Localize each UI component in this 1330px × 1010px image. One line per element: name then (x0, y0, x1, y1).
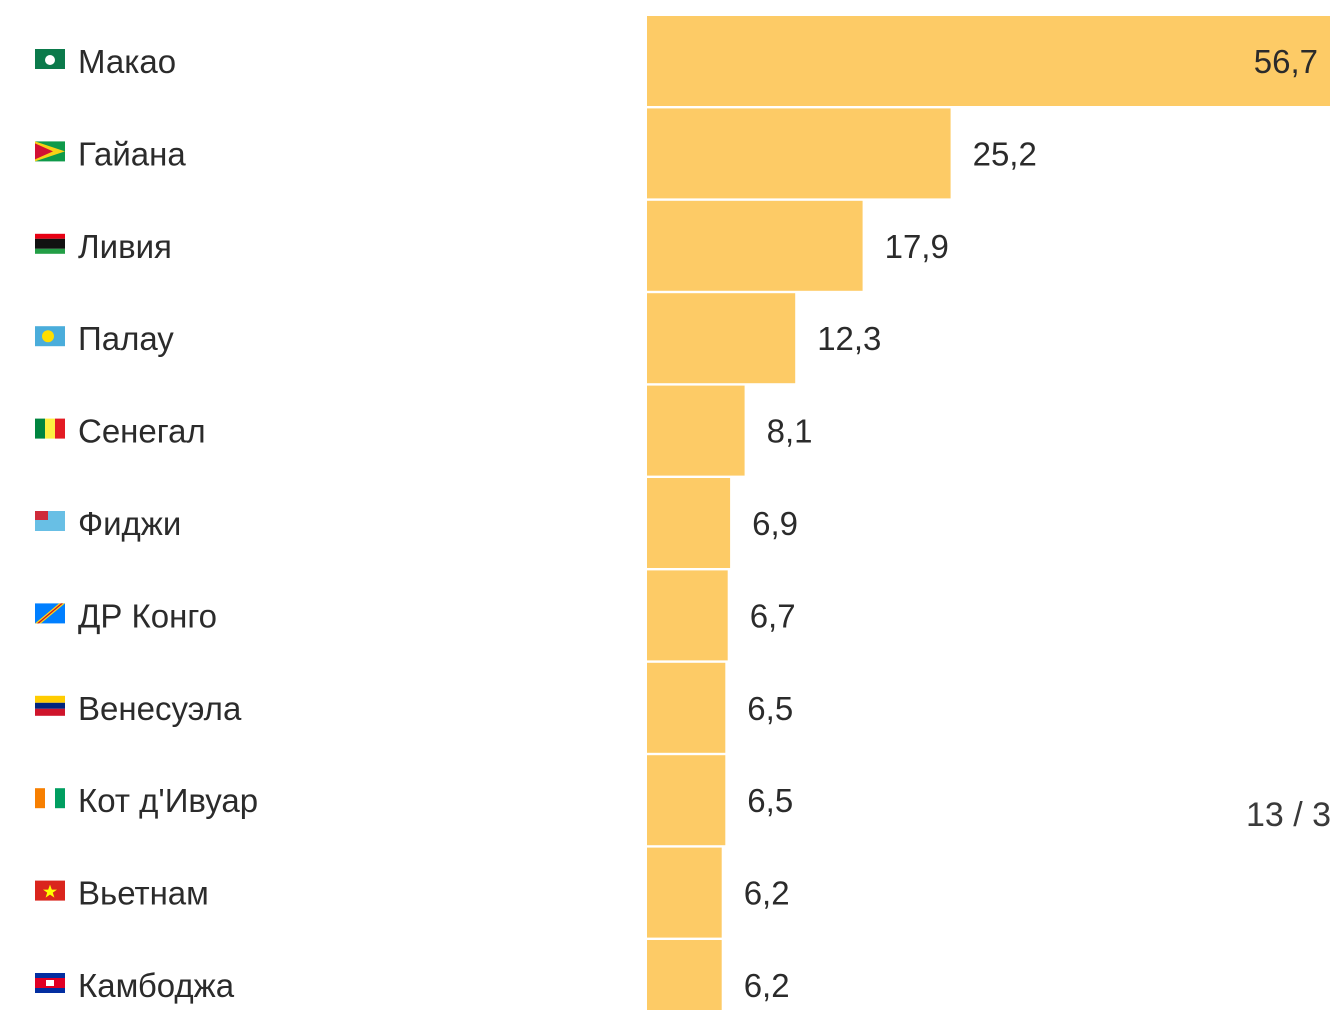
bar (647, 478, 731, 568)
category-label: Палау (78, 320, 174, 357)
category-label: Сенегал (78, 413, 206, 450)
bar-row: Макао 56,7 (35, 16, 1330, 106)
bar-row: ДР Конго 6,7 (35, 570, 796, 661)
category-label: Камбоджа (78, 967, 235, 1004)
dr-congo-flag-icon (35, 603, 65, 624)
ivory-coast-flag-icon (35, 788, 65, 809)
bar-row: Палау 12,3 (35, 293, 881, 384)
bar-row: Кот д'Ивуар 6,5 (35, 755, 793, 846)
page-indicator: 13 / 3 (1246, 796, 1330, 834)
bar-row: Фиджи 6,9 (35, 478, 798, 568)
value-label: 6,9 (752, 505, 798, 542)
value-label: 6,2 (744, 875, 790, 912)
value-label: 56,7 (1254, 43, 1318, 80)
libya-flag-icon (35, 233, 65, 254)
bar-row: Вьетнам 6,2 (35, 847, 790, 938)
bar (647, 847, 722, 938)
palau-flag-icon (35, 326, 65, 347)
vietnam-flag-icon (35, 880, 65, 901)
bar-row: Сенегал 8,1 (35, 385, 813, 476)
bar-row: Камбоджа 6,2 (35, 940, 790, 1010)
category-label: Вьетнам (78, 875, 209, 912)
guyana-flag-icon (35, 141, 65, 162)
category-label: Фиджи (78, 505, 181, 542)
bar (647, 200, 863, 291)
category-label: ДР Конго (78, 597, 217, 634)
category-label: Макао (78, 43, 176, 80)
bar (647, 662, 726, 753)
venezuela-flag-icon (35, 695, 65, 716)
senegal-flag-icon (35, 418, 65, 439)
bar (647, 293, 796, 384)
value-label: 6,5 (747, 690, 793, 727)
value-label: 17,9 (885, 228, 949, 265)
category-label: Ливия (78, 228, 172, 265)
bar-row: Венесуэла 6,5 (35, 662, 793, 753)
macau-flag-icon (35, 49, 65, 69)
value-label: 6,2 (744, 967, 790, 1004)
category-label: Гайана (78, 135, 186, 172)
cambodia-flag-icon (35, 973, 65, 993)
bar (647, 755, 726, 846)
bar (647, 570, 728, 661)
value-label: 25,2 (973, 135, 1037, 172)
value-label: 6,7 (750, 597, 796, 634)
bar (647, 385, 745, 476)
value-label: 8,1 (767, 413, 813, 450)
value-label: 12,3 (817, 320, 881, 357)
category-label: Венесуэла (78, 690, 242, 727)
bar (647, 108, 951, 199)
category-label: Кот д'Ивуар (78, 782, 258, 819)
bar-row: Гайана 25,2 (35, 108, 1037, 199)
bar (647, 16, 1330, 106)
value-label: 6,5 (747, 782, 793, 819)
bar-row: Ливия 17,9 (35, 200, 949, 291)
bar (647, 940, 722, 1010)
fiji-flag-icon (35, 511, 65, 531)
